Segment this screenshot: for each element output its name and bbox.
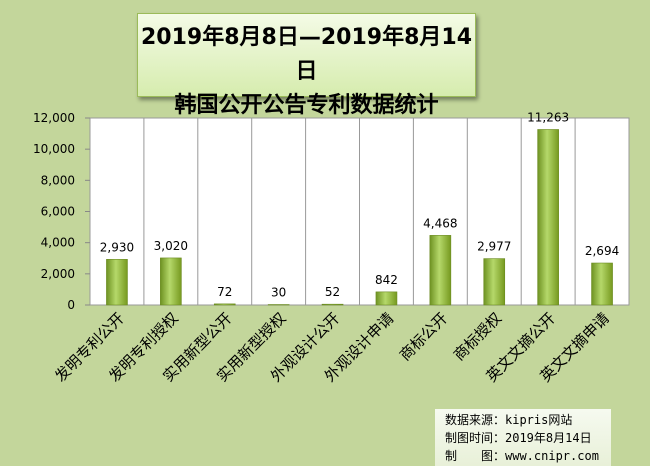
date-text: 制图时间：2019年8月14日 bbox=[445, 431, 592, 445]
bar bbox=[429, 235, 452, 306]
data-label: 842 bbox=[375, 273, 398, 287]
chart-title: 2019年8月8日—2019年8月14日 韩国公开公告专利数据统计 bbox=[137, 13, 476, 118]
data-label: 11,263 bbox=[527, 110, 569, 124]
data-label: 3,020 bbox=[154, 239, 188, 253]
data-label: 30 bbox=[271, 286, 286, 300]
y-tick-label: 8,000 bbox=[41, 173, 75, 187]
source-box: 数据来源：kipris网站 制图时间：2019年8月14日 制 图：www.cn… bbox=[435, 409, 611, 466]
y-tick-label: 10,000 bbox=[33, 142, 75, 156]
bar bbox=[106, 259, 128, 306]
data-label: 72 bbox=[217, 285, 232, 299]
bar bbox=[537, 129, 559, 306]
y-tick-label: 12,000 bbox=[33, 111, 75, 125]
bar bbox=[213, 303, 236, 306]
bar bbox=[321, 303, 344, 306]
data-label: 2,977 bbox=[477, 240, 511, 254]
source-text: 数据来源：kipris网站 bbox=[445, 413, 573, 427]
data-label: 2,930 bbox=[100, 240, 134, 254]
x-tick-label: 商标公开 bbox=[396, 309, 451, 364]
title-line-1: 2019年8月8日—2019年8月14日 bbox=[141, 25, 472, 84]
y-tick-label: 0 bbox=[67, 298, 75, 312]
y-tick-label: 2,000 bbox=[41, 267, 75, 281]
y-tick-label: 6,000 bbox=[41, 205, 75, 219]
data-label: 52 bbox=[325, 285, 340, 299]
data-label: 2,694 bbox=[585, 244, 619, 258]
bar bbox=[483, 258, 506, 306]
maker-text: 制 图：www.cnipr.com bbox=[445, 449, 599, 463]
y-tick-label: 4,000 bbox=[41, 236, 75, 250]
x-tick-label: 商标授权 bbox=[450, 309, 505, 364]
bar bbox=[160, 257, 182, 306]
title-line-2: 韩国公开公告专利数据统计 bbox=[174, 93, 439, 118]
bar bbox=[375, 291, 398, 306]
bar bbox=[591, 262, 613, 306]
data-label: 4,468 bbox=[423, 216, 457, 230]
